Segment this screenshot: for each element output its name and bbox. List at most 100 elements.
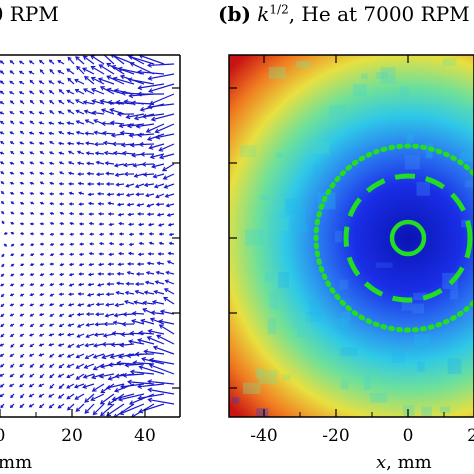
vector-arrowhead [147, 252, 152, 256]
vector-arrow [87, 162, 95, 165]
vector-arrow [144, 183, 155, 186]
vector-arrowhead [28, 353, 33, 357]
vector-arrowhead [0, 364, 4, 368]
vector-arrowhead [68, 292, 72, 297]
vector-arrowhead [85, 322, 90, 327]
vector-arrowhead [149, 154, 155, 160]
vector-arrow [75, 403, 85, 412]
heatmap-noise-patch [341, 311, 351, 321]
vector-arrowhead [110, 55, 114, 59]
heatmap-noise-patch [403, 405, 415, 417]
vector-arrowhead [9, 374, 13, 378]
vector-arrowhead [67, 150, 72, 154]
vector-arrowhead [113, 413, 119, 417]
vector-arrowhead [137, 383, 143, 389]
heatmap-noise-patch [375, 262, 393, 268]
heatmap-noise-patch [242, 382, 261, 395]
vector-arrowhead [0, 384, 4, 388]
vector-arrow [165, 193, 175, 198]
vector-arrow [123, 163, 135, 167]
vector-arrowhead [114, 302, 119, 308]
vector-arrow [98, 78, 115, 85]
vector-arrowhead [152, 345, 158, 351]
vector-arrowhead [49, 211, 53, 216]
vector-arrowhead [115, 290, 120, 295]
vector-arrow [128, 55, 155, 65]
vector-arrowhead [93, 130, 98, 135]
heatmap-noise-patch [258, 369, 278, 384]
vector-arrowhead [66, 354, 71, 358]
vector-arrowhead [49, 242, 53, 246]
vector-arrow [74, 79, 85, 85]
vector-arrow [87, 303, 95, 307]
vector-arrowhead [75, 407, 80, 412]
vector-arrowhead [123, 171, 129, 177]
vector-arrow [118, 393, 145, 401]
vector-arrowhead [29, 313, 33, 317]
vector-arrowhead [126, 202, 131, 207]
vector-arrowhead [99, 399, 105, 405]
heatmap-noise-patch [370, 393, 388, 403]
vector-arrow [155, 123, 175, 133]
vector-arrowhead [97, 77, 103, 83]
vector-arrowhead [99, 232, 103, 236]
vector-arrowhead [136, 91, 142, 97]
vector-arrow [103, 333, 115, 337]
vector-arrowhead [1, 264, 5, 268]
vector-arrow [137, 339, 155, 345]
vector-arrowhead [87, 182, 91, 186]
vector-arrowhead [128, 93, 134, 99]
vector-arrow [84, 403, 95, 414]
vector-arrowhead [97, 272, 102, 276]
vector-arrowhead [59, 171, 63, 175]
heatmap-noise-patch [406, 133, 414, 143]
vector-arrowhead [118, 242, 123, 246]
vector-arrowhead [0, 70, 4, 74]
vector-arrow [67, 122, 75, 125]
heatmap-noise-patch [335, 230, 343, 243]
vector-arrowhead [128, 132, 134, 138]
vector-arrowhead [119, 410, 125, 416]
vector-arrowhead [137, 338, 143, 344]
vector-arrow [113, 321, 125, 325]
vector-arrow [104, 152, 115, 155]
heatmap-noise-patch [442, 58, 457, 66]
vector-arrowhead [125, 183, 130, 188]
vector-arrowhead [167, 222, 172, 227]
vector-arrowhead [148, 363, 154, 369]
vector-arrow [156, 203, 165, 206]
vector-arrowhead [38, 59, 43, 64]
vector-arrowhead [85, 312, 90, 317]
vector-arrowhead [157, 223, 162, 227]
vector-arrow [67, 403, 75, 411]
vector-arrow [141, 358, 165, 365]
vector-arrowhead [67, 77, 72, 82]
vector-arrowhead [126, 270, 131, 275]
vector-arrow [148, 73, 175, 80]
vector-arrowhead [146, 136, 152, 141]
vector-arrowhead [82, 384, 87, 389]
vector-arrow [138, 83, 165, 89]
vector-arrowhead [28, 384, 33, 388]
vector-arrow [155, 193, 165, 198]
heatmap-noise-patch [278, 272, 289, 288]
vector-arrowhead [85, 151, 90, 156]
vector-arrowhead [133, 300, 138, 305]
vector-arrowhead [91, 99, 97, 104]
vector-arrow [113, 152, 125, 155]
vector-arrowhead [83, 88, 88, 93]
vector-arrow [84, 363, 95, 369]
vector-arrowhead [20, 283, 24, 287]
panel-a-ticks [0, 87, 180, 417]
vector-arrowhead [48, 323, 53, 327]
vector-arrowhead [66, 131, 71, 136]
vector-arrowhead [151, 299, 157, 305]
vector-arrowhead [156, 212, 161, 217]
vector-arrowhead [112, 76, 118, 82]
heatmap-noise-patch [277, 201, 285, 208]
heatmap-noise-patch [341, 319, 350, 335]
vector-arrow [139, 55, 165, 65]
heatmap-noise-patch [293, 313, 311, 329]
vector-arrowhead [109, 120, 115, 126]
